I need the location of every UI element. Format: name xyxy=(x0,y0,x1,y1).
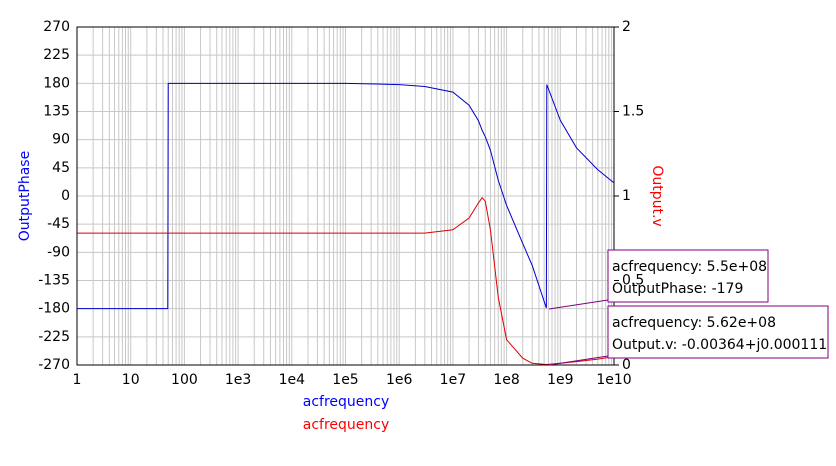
series-line xyxy=(77,196,615,365)
marker-text: acfrequency: 5.5e+08 xyxy=(612,259,767,275)
marker: acfrequency: 5.5e+08 OutputPhase: -179 xyxy=(607,249,769,303)
y2-tick-label: 0 xyxy=(622,357,631,373)
plot xyxy=(77,82,615,365)
y2-tick-label: 0.5 xyxy=(622,273,644,289)
y-tick-label: 270 xyxy=(43,19,70,35)
marker-box xyxy=(607,249,769,303)
y-tick-label: -45 xyxy=(47,216,70,232)
marker-text: Output.v: -0.00364+j0.000111 xyxy=(612,337,827,353)
x-axis-label: acfrequency xyxy=(303,394,390,410)
x-tick-label: 100 xyxy=(171,372,198,388)
x-tick-label: 1e5 xyxy=(332,372,358,388)
x-tick-label: 1e9 xyxy=(547,372,573,388)
y2-tick-label: 2 xyxy=(622,19,631,35)
marker-box xyxy=(607,305,829,359)
x-tick-label: 1e3 xyxy=(225,372,251,388)
y-tick-label: -225 xyxy=(38,329,70,345)
x-tick-label: 10 xyxy=(122,372,140,388)
y2-tick-label: 1.5 xyxy=(622,104,644,120)
x-tick-label: 1e6 xyxy=(386,372,413,388)
y-axis-label: OutputPhase xyxy=(17,151,33,241)
y-tick-label: 90 xyxy=(52,132,70,148)
marker-pointer xyxy=(548,299,609,310)
y-tick-label: 45 xyxy=(52,160,70,176)
marker-text: OutputPhase: -179 xyxy=(612,281,743,297)
y-tick-label: 225 xyxy=(43,47,70,63)
x-tick-label: 1e8 xyxy=(493,372,519,388)
x-tick-label: 1e10 xyxy=(596,372,631,388)
y-tick-label: -180 xyxy=(38,301,70,317)
y2-axis-label: Output.v xyxy=(649,165,665,226)
marker-text: acfrequency: 5.62e+08 xyxy=(612,315,776,331)
x-tick-label: 1e7 xyxy=(440,372,466,388)
marker: acfrequency: 5.62e+08 Output.v: -0.00364… xyxy=(607,305,829,359)
x-tick-label: 1e4 xyxy=(279,372,306,388)
y2-tick-label: 1 xyxy=(622,188,631,204)
y-tick-label: 180 xyxy=(43,75,70,91)
x-tick-label: 1 xyxy=(73,372,82,388)
x-axis-label: acfrequency xyxy=(303,417,390,433)
marker-pointer xyxy=(548,355,609,366)
y-tick-label: -135 xyxy=(38,273,70,289)
series-line xyxy=(77,82,615,310)
y-tick-label: -90 xyxy=(47,244,70,260)
y-tick-label: 0 xyxy=(61,188,70,204)
y-tick-label: 135 xyxy=(43,104,70,120)
grid xyxy=(76,26,615,366)
y-tick-label: -270 xyxy=(38,357,70,373)
